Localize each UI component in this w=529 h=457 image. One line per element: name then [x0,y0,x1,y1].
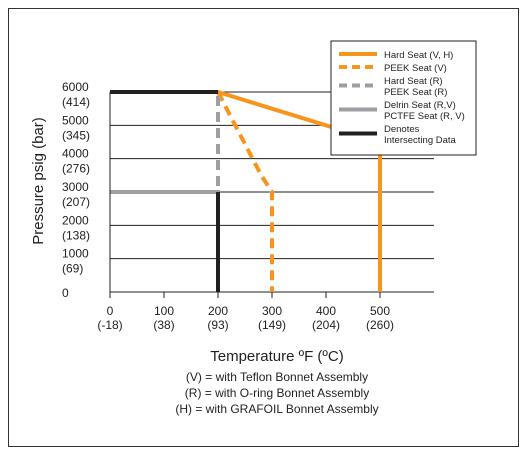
legend-label: Delrin Seat (R,V) [384,100,456,111]
legend: Hard Seat (V, H) PEEK Seat (V) Hard Seat (… [330,40,477,156]
series-layer [110,90,382,292]
y-tick-label: 0 [62,286,69,300]
series-line-4 [110,190,220,292]
y-tick-label: 6000 [62,80,89,94]
legend-label: Hard Seat (R) [384,76,443,87]
x-tick-label: 100 [154,304,174,318]
x-tick-sublabel: (149) [258,318,286,332]
x-tick-label: 500 [370,304,390,318]
y-tick-sublabel: (69) [62,262,83,276]
x-tick-label: 400 [316,304,336,318]
legend-box [330,40,477,156]
x-tick-label: 200 [208,304,228,318]
y-tick-sublabel: (138) [62,228,90,242]
y-axis-title: Pressure psig (bar) [30,117,47,245]
series-line-2 [216,91,274,292]
note-grafoil: (H) = with GRAFOIL Bonnet Assembly [175,402,378,416]
legend-label: Intersecting Data [384,135,457,146]
x-tick-sublabel: (204) [312,318,340,332]
tick-labels: 6000(414)5000(345)4000(276)3000(207)2000… [62,80,394,332]
y-tick-sublabel: (414) [62,95,90,109]
x-tick-label: 0 [107,304,114,318]
x-axis-title: Temperature ºF (ºC) [210,348,343,365]
x-tick-label: 300 [262,304,282,318]
y-tick-label: 2000 [62,213,89,227]
legend-label: PEEK Seat (R) [384,87,447,98]
y-tick-sublabel: (207) [62,195,90,209]
x-tick-sublabel: (93) [207,318,228,332]
x-tick-sublabel: (-18) [97,318,122,332]
legend-label: PCTFE Seat (R, V) [384,111,465,122]
y-tick-label: 5000 [62,113,89,127]
legend-label: Hard Seat (V, H) [384,50,453,61]
chart-frame: 6000 (414) 5000 (345) 4000 (276) 3000 (207) 2000… [8,8,519,447]
note-oring: (R) = with O-ring Bonnet Assembly [185,386,369,400]
y-tick-label: 1000 [62,247,89,261]
y-tick-sublabel: (345) [62,128,90,142]
legend-label: PEEK Seat (V) [384,63,447,74]
y-tick-sublabel: (276) [62,162,90,176]
y-tick-label: 3000 [62,180,89,194]
note-teflon: (V) = with Teflon Bonnet Assembly [186,370,368,384]
legend-label: Denotes [384,124,420,135]
pressure-temperature-chart: 6000(414)5000(345)4000(276)3000(207)2000… [30,40,477,416]
x-tick-sublabel: (260) [366,318,394,332]
x-tick-sublabel: (38) [153,318,174,332]
y-tick-label: 4000 [62,147,89,161]
